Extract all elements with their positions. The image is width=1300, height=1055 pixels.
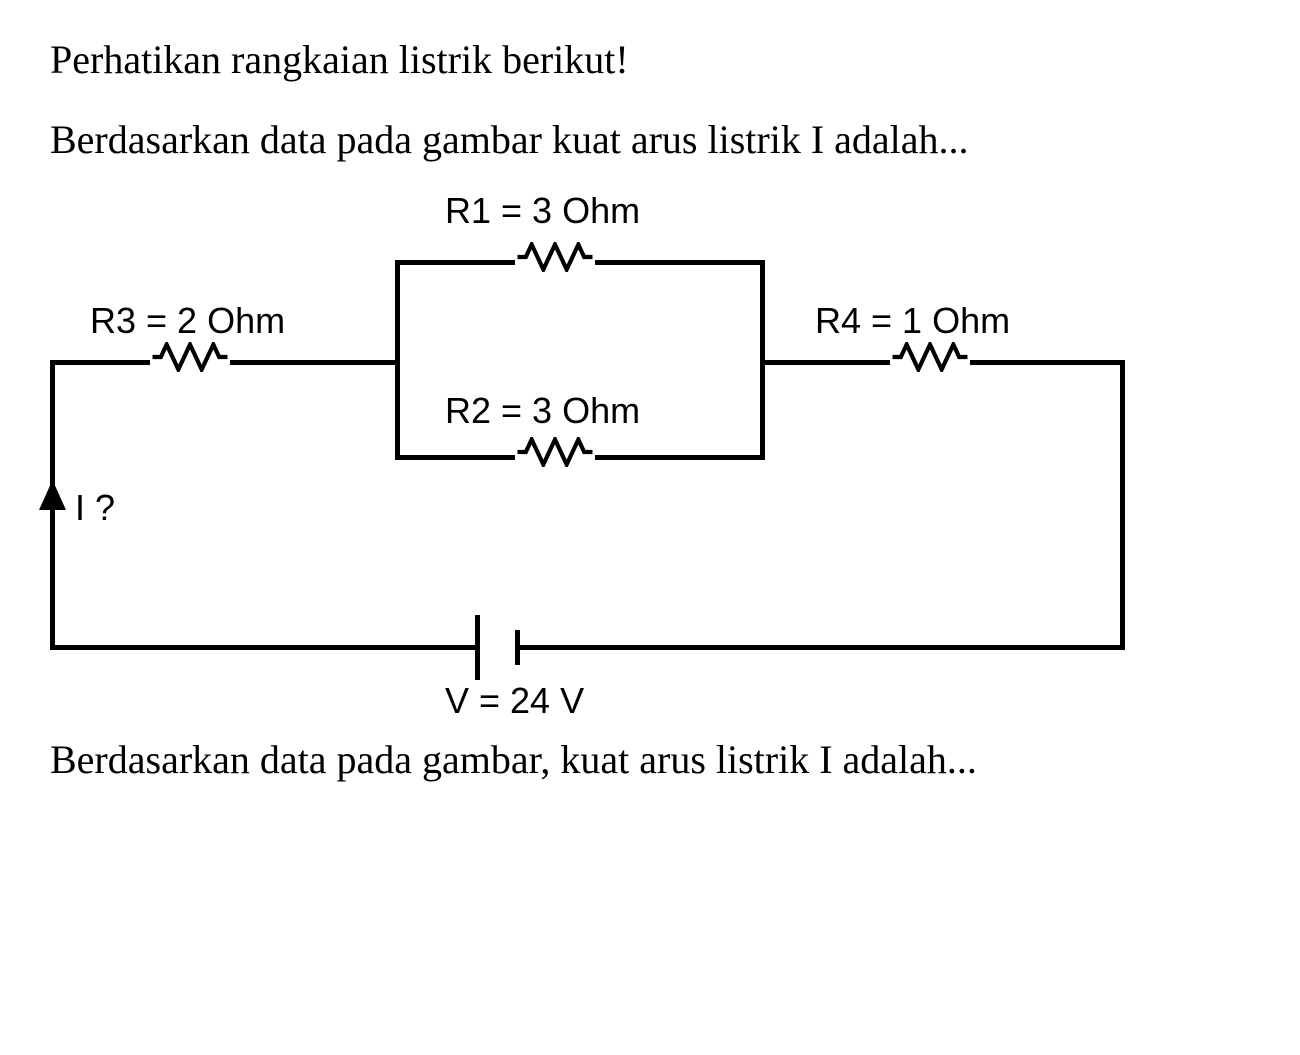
wire-parallel-right-top <box>760 260 765 360</box>
r4-label: R4 = 1 Ohm <box>815 300 1010 342</box>
r1-label: R1 = 3 Ohm <box>445 190 640 232</box>
wire-junction-to-r4 <box>760 360 890 365</box>
question-line-2: Berdasarkan data pada gambar kuat arus l… <box>50 110 1250 170</box>
wire-r4-to-right <box>970 360 1125 365</box>
battery-long-plate <box>475 615 480 680</box>
wire-bottom-left <box>50 645 480 650</box>
circuit-diagram: R1 = 3 Ohm R3 = 2 Ohm R4 = 1 Ohm R2 = 3 … <box>50 190 1150 710</box>
bottom-question-line: Berdasarkan data pada gambar, kuat arus … <box>50 730 1250 790</box>
wire-r3-to-junction <box>230 360 400 365</box>
wire-left-to-r3 <box>50 360 150 365</box>
wire-right-main-vertical <box>1120 360 1125 650</box>
wire-r1-top-left <box>395 260 515 265</box>
question-line-1: Perhatikan rangkaian listrik berikut! <box>50 30 1250 90</box>
r1-resistor <box>510 242 600 272</box>
wire-bottom-right <box>520 645 1125 650</box>
r2-resistor <box>510 437 600 467</box>
r2-label: R2 = 3 Ohm <box>445 390 640 432</box>
current-arrow-icon <box>39 480 66 510</box>
r3-resistor <box>145 342 235 372</box>
wire-r2-bottom-right <box>595 455 765 460</box>
wire-parallel-left-bottom <box>395 360 400 460</box>
wire-r2-bottom-left <box>395 455 515 460</box>
wire-r1-top-right <box>595 260 765 265</box>
voltage-label: V = 24 V <box>445 680 584 722</box>
wire-parallel-right-bottom <box>760 360 765 460</box>
r3-label: R3 = 2 Ohm <box>90 300 285 342</box>
r4-resistor <box>885 342 975 372</box>
current-label: I ? <box>75 487 115 529</box>
wire-parallel-left-top <box>395 260 400 360</box>
